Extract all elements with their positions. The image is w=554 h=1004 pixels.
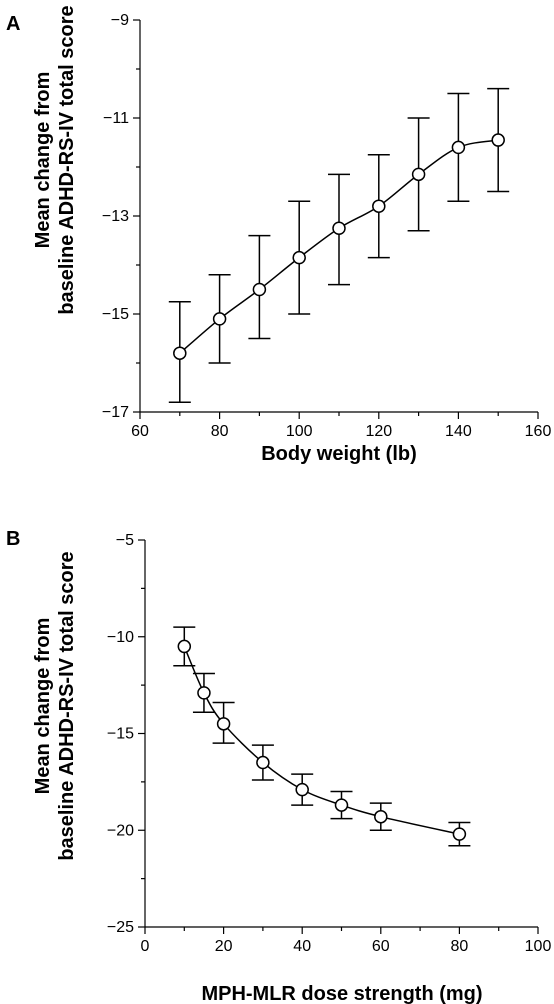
panel-b-data-point: [216, 717, 231, 731]
panel-a-x-tick-label: 60: [131, 423, 149, 440]
panel-b-plot-area: −25 −20 −15 −10 −5 0 20 40 60 80 100: [107, 532, 552, 955]
panel-a-data-point: [212, 312, 227, 326]
panel-a-y-tick-label: −9: [111, 12, 129, 29]
panel-b-data-point: [256, 755, 270, 770]
panel-a-letter: A: [6, 13, 20, 35]
panel-b-xlabel: MPH-MLR dose strength (mg): [201, 983, 482, 1004]
panel-a-x-tick-label: 160: [525, 423, 552, 440]
panel-b-data-point: [374, 809, 388, 824]
panel-b-data-point: [452, 827, 467, 841]
panel-b-x-tick-label: 60: [372, 938, 390, 955]
panel-a-ylabel-line1: Mean change from: [32, 72, 54, 249]
panel-b-data-point: [295, 782, 309, 797]
panel-b-data-point: [197, 686, 211, 700]
panel-b-y-tick-label: −15: [107, 726, 134, 743]
panel-b-series-line: [183, 646, 460, 835]
panel-a-data-point: [173, 346, 187, 360]
panel-a-x-tick-label: 140: [445, 423, 472, 440]
panel-b-x-tick-label: 40: [293, 938, 311, 955]
panel-b-letter: B: [6, 528, 20, 550]
panel-a-data-point: [411, 167, 426, 182]
panel-a-data-point: [451, 140, 466, 155]
panel-a-x-tick-label: 120: [365, 423, 392, 440]
panel-a: A Mean change from baseline ADHD-RS-IV t…: [6, 5, 551, 465]
panel-a-plot-area: −17 −15 −13 −11 −9 60 80 100 120 140 160: [102, 12, 552, 440]
panel-a-ylabel-line2: baseline ADHD-RS-IV total score: [56, 5, 78, 314]
panel-a-y-tick-label: −11: [103, 110, 129, 127]
panel-b-y-tick-label: −5: [116, 532, 134, 549]
panel-b-y-tick-label: −10: [107, 629, 134, 646]
panel-a-xlabel: Body weight (lb): [261, 443, 417, 465]
panel-b-y-tick-label: −20: [107, 822, 134, 839]
panel-b-data-point: [334, 798, 349, 812]
panel-b-x-tick-label: 80: [451, 938, 469, 955]
panel-b-x-tick-label: 20: [215, 938, 233, 955]
panel-a-data-point: [332, 221, 346, 235]
panel-a-data-point: [252, 282, 267, 297]
panel-a-x-tick-label: 80: [211, 423, 229, 440]
panel-b-x-tick-label: 100: [525, 938, 552, 955]
panel-a-data-point: [372, 199, 386, 213]
panel-a-data-point: [292, 250, 306, 265]
panel-b-x-tick-label: 0: [141, 938, 150, 955]
panel-a-y-tick-label: −13: [102, 208, 129, 225]
panel-a-y-tick-label: −15: [102, 306, 129, 323]
panel-b-ylabel-line2: baseline ADHD-RS-IV total score: [56, 551, 78, 860]
panel-b-ylabel-line1: Mean change from: [32, 618, 54, 795]
panel-a-x-tick-label: 100: [286, 423, 313, 440]
panel-b-data-point: [177, 639, 192, 654]
panel-a-data-point: [491, 133, 505, 147]
panel-b: B Mean change from baseline ADHD-RS-IV t…: [6, 528, 551, 1004]
panel-b-y-tick-label: −25: [107, 919, 134, 936]
panel-a-y-tick-label: −17: [102, 404, 129, 421]
